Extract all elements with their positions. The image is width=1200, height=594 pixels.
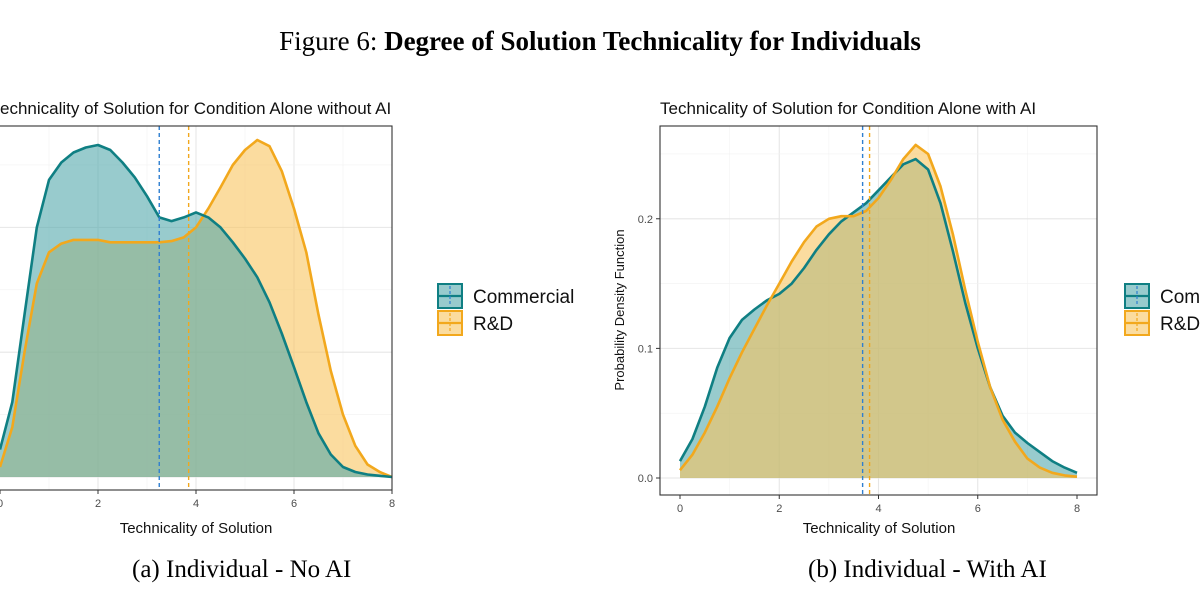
legend: Commercial R&D bbox=[437, 283, 574, 336]
y-tick-label: 0.2 bbox=[638, 214, 653, 226]
x-tick-label: 2 bbox=[95, 498, 101, 510]
density-line-rd bbox=[678, 143, 1078, 478]
x-tick-label: 0 bbox=[0, 498, 3, 510]
figure-title-text: Degree of Solution Technicality for Indi… bbox=[384, 26, 921, 56]
legend-label-rd: R&D bbox=[473, 314, 513, 335]
y-axis-label: Probability Density Function bbox=[612, 229, 627, 390]
legend: Commercial R&D bbox=[1124, 283, 1200, 336]
figure-title: Figure 6: Degree of Solution Technicalit… bbox=[0, 26, 1200, 57]
chart-title: echnicality of Solution for Condition Al… bbox=[0, 99, 391, 118]
density-line-rd bbox=[0, 138, 392, 479]
x-tick-label: 4 bbox=[875, 503, 881, 515]
density-area-commercial bbox=[0, 145, 392, 477]
x-axis-label: Technicality of Solution bbox=[803, 520, 956, 537]
x-tick-label: 8 bbox=[1074, 503, 1080, 515]
x-axis-label: Technicality of Solution bbox=[120, 520, 273, 537]
legend-label-commercial: Commercial bbox=[473, 287, 574, 308]
chart-title: Technicality of Solution for Condition A… bbox=[660, 99, 1036, 118]
caption-a: (a) Individual - No AI bbox=[132, 556, 352, 583]
density-area-rd bbox=[680, 144, 1077, 478]
x-tick-label: 0 bbox=[677, 503, 683, 515]
density-areas bbox=[0, 138, 392, 479]
panel-border bbox=[0, 125, 393, 491]
legend-label-rd: R&D bbox=[1160, 314, 1200, 335]
density-line-commercial bbox=[678, 157, 1078, 474]
density-areas bbox=[678, 143, 1078, 478]
y-tick-label: 0.0 bbox=[638, 473, 653, 485]
chart-a: 0 2 4 6 8 echnicality of Solution for Conditi… bbox=[0, 99, 574, 537]
caption-b: (b) Individual - With AI bbox=[808, 556, 1047, 583]
x-tick-label: 8 bbox=[389, 498, 395, 510]
x-tick-label: 4 bbox=[193, 498, 199, 510]
density-line-commercial bbox=[0, 143, 392, 479]
y-tick-label: 0.1 bbox=[638, 343, 653, 355]
x-tick-label: 2 bbox=[776, 503, 782, 515]
x-tick-label: 6 bbox=[291, 498, 297, 510]
legend-label-commercial: Commercial bbox=[1160, 287, 1200, 308]
figure-number: Figure 6: bbox=[279, 26, 385, 56]
x-tick-label: 6 bbox=[975, 503, 981, 515]
chart-b: 0 2 4 6 8 0.0 0.1 0.2 Technicality of Solution f… bbox=[612, 99, 1200, 537]
